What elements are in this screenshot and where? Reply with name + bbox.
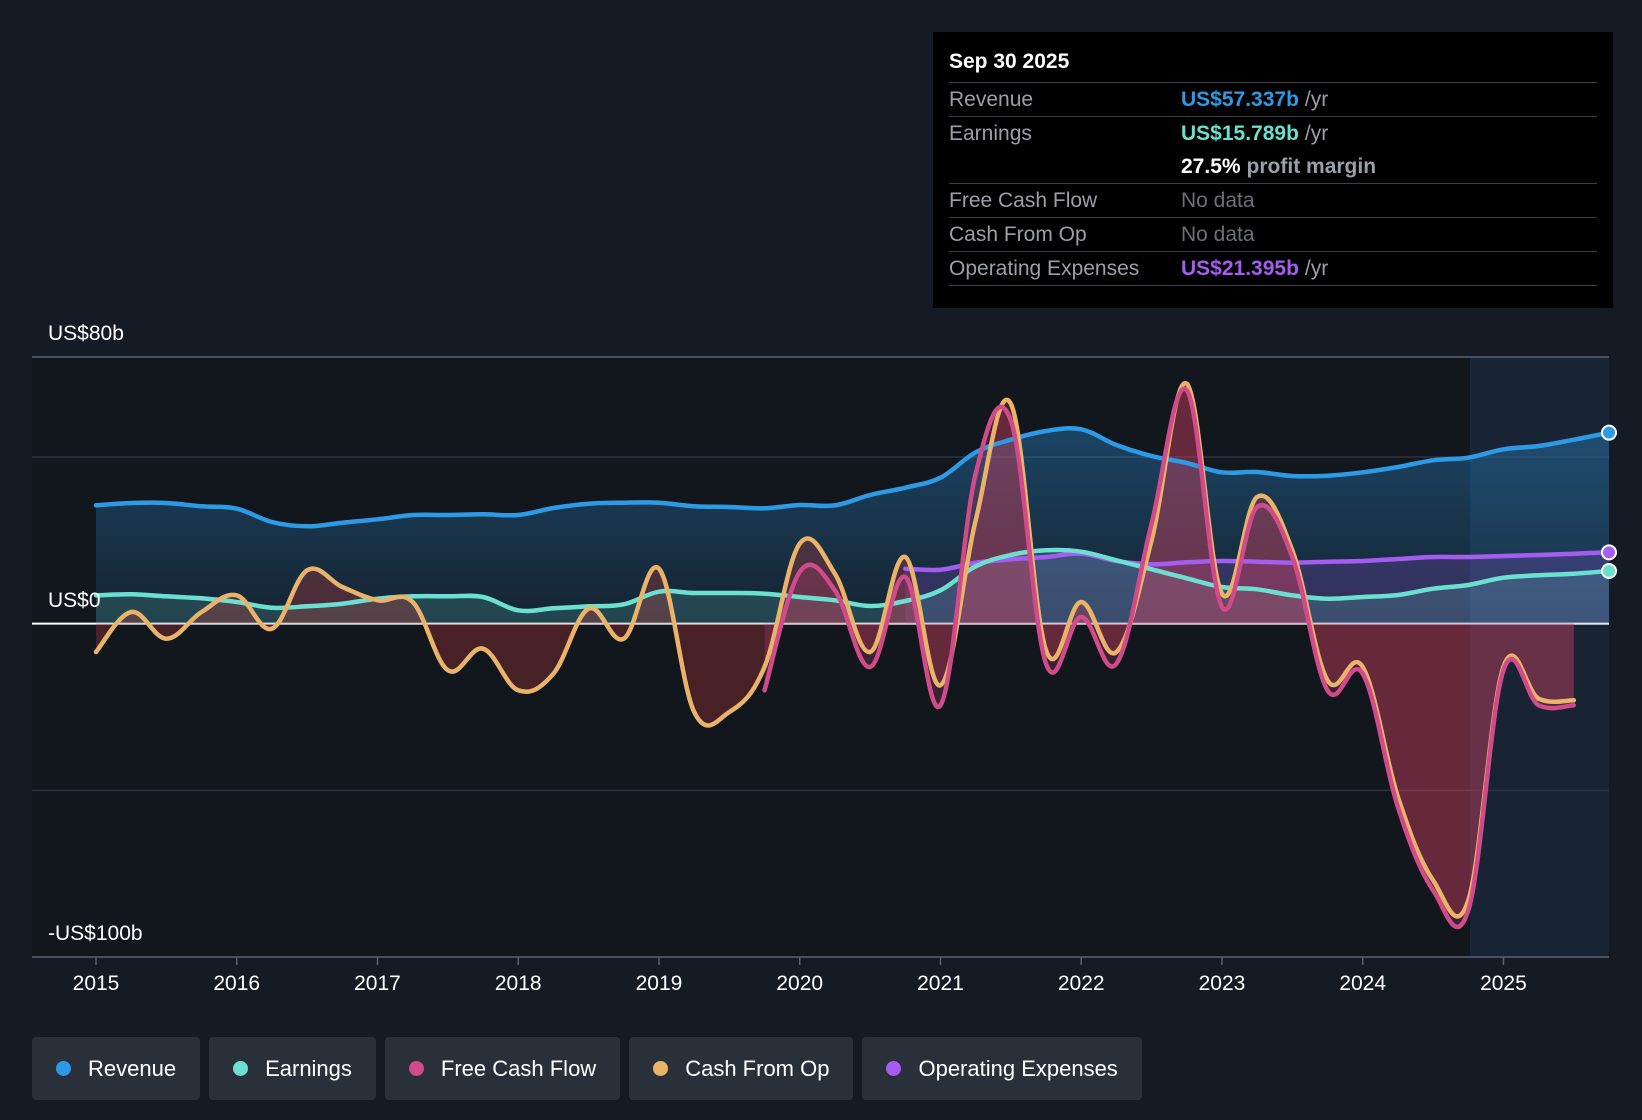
legend-item-free-cash-flow[interactable]: Free Cash Flow [384, 1037, 621, 1100]
tooltip-value: US$21.395b [1181, 257, 1299, 280]
legend-label: Cash From Op [685, 1055, 830, 1081]
legend-item-cash-from-op[interactable]: Cash From Op [629, 1037, 854, 1100]
x-tick-label: 2025 [1480, 972, 1527, 995]
chart: US$80b US$0 -US$100b 2015 2016 2017 2018 201… [32, 322, 1617, 995]
tooltip-row-earnings: Earnings US$15.789b /yr [949, 116, 1597, 150]
free-cash-flow-dot-icon [408, 1061, 424, 1076]
tooltip-label: Operating Expenses [949, 257, 1140, 280]
x-tick-label: 2016 [213, 972, 260, 995]
x-tick-label: 2021 [917, 972, 964, 995]
y-label-bottom: -US$100b [48, 922, 143, 945]
series-endpoints [1601, 424, 1617, 579]
revenue-line [93, 425, 1612, 529]
legend-label: Earnings [265, 1055, 352, 1081]
x-tick-label: 2023 [1199, 972, 1246, 995]
legend-item-operating-expenses[interactable]: Operating Expenses [862, 1037, 1142, 1100]
tooltip-margin-value: 27.5% [1181, 155, 1241, 178]
tooltip-label: Revenue [949, 88, 1034, 111]
y-label-zero: US$0 [48, 589, 101, 612]
legend-item-earnings[interactable]: Earnings [209, 1037, 376, 1100]
operating-expenses-endpoint [1601, 544, 1617, 561]
x-tick-label: 2019 [636, 972, 683, 995]
tooltip-row-margin: 27.5% profit margin [949, 150, 1597, 183]
revenue-dot-icon [56, 1061, 71, 1076]
tooltip-label: Free Cash Flow [949, 189, 1098, 212]
x-tick-label: 2020 [776, 972, 823, 995]
tooltip-unit: /yr [1304, 88, 1329, 111]
tooltip-row-fcf: Free Cash Flow No data [949, 183, 1597, 217]
legend: Revenue Earnings Free Cash Flow Cash Fro… [32, 1037, 1142, 1100]
legend-item-revenue[interactable]: Revenue [32, 1037, 201, 1100]
x-tick-label: 2024 [1339, 972, 1386, 995]
tooltip-value: No data [1181, 189, 1255, 212]
legend-label: Free Cash Flow [440, 1055, 597, 1081]
legend-label: Operating Expenses [918, 1055, 1118, 1081]
tooltip-row-cfo: Cash From Op No data [949, 217, 1597, 251]
operating-expenses-dot-icon [886, 1061, 902, 1076]
cash-from-op-dot-icon [653, 1061, 669, 1076]
cash-from-op-area [96, 383, 1574, 917]
tooltip-row-revenue: Revenue US$57.337b /yr [949, 82, 1597, 116]
tooltip-unit: /yr [1304, 122, 1329, 145]
tooltip-row-opex: Operating Expenses US$21.395b /yr [949, 251, 1597, 285]
x-tick-label: 2022 [1058, 972, 1105, 995]
operating-expenses-line [903, 550, 1612, 573]
free-cash-flow-line [762, 386, 1577, 930]
tooltip-label: Earnings [949, 122, 1032, 145]
x-tick-label: 2015 [73, 972, 120, 995]
series-lines [93, 381, 1612, 930]
x-tick-label: 2017 [354, 972, 401, 995]
tooltip-label: Cash From Op [949, 223, 1087, 246]
legend-label: Revenue [88, 1055, 177, 1081]
earnings-endpoint [1601, 563, 1617, 579]
tooltip-value: US$57.337b [1181, 88, 1299, 111]
earnings-line [93, 547, 1612, 614]
y-label-top: US$80b [48, 322, 124, 345]
x-tick-label: 2018 [495, 972, 542, 995]
x-axis-labels: 2015 2016 2017 2018 2019 2020 2021 2022 2023 2024… [73, 957, 1527, 995]
cash-from-op-line [93, 381, 1577, 919]
tooltip: Sep 30 2025 Revenue US$57.337b /yr Earni… [933, 32, 1613, 308]
revenue-area [96, 428, 1609, 624]
tooltip-date: Sep 30 2025 [949, 50, 1070, 73]
tooltip-margin-text: profit margin [1246, 155, 1377, 178]
tooltip-unit: /yr [1304, 257, 1329, 280]
revenue-endpoint [1601, 424, 1617, 441]
tooltip-value: No data [1181, 223, 1255, 246]
earnings-dot-icon [233, 1061, 249, 1076]
tooltip-value: US$15.789b [1181, 122, 1299, 145]
